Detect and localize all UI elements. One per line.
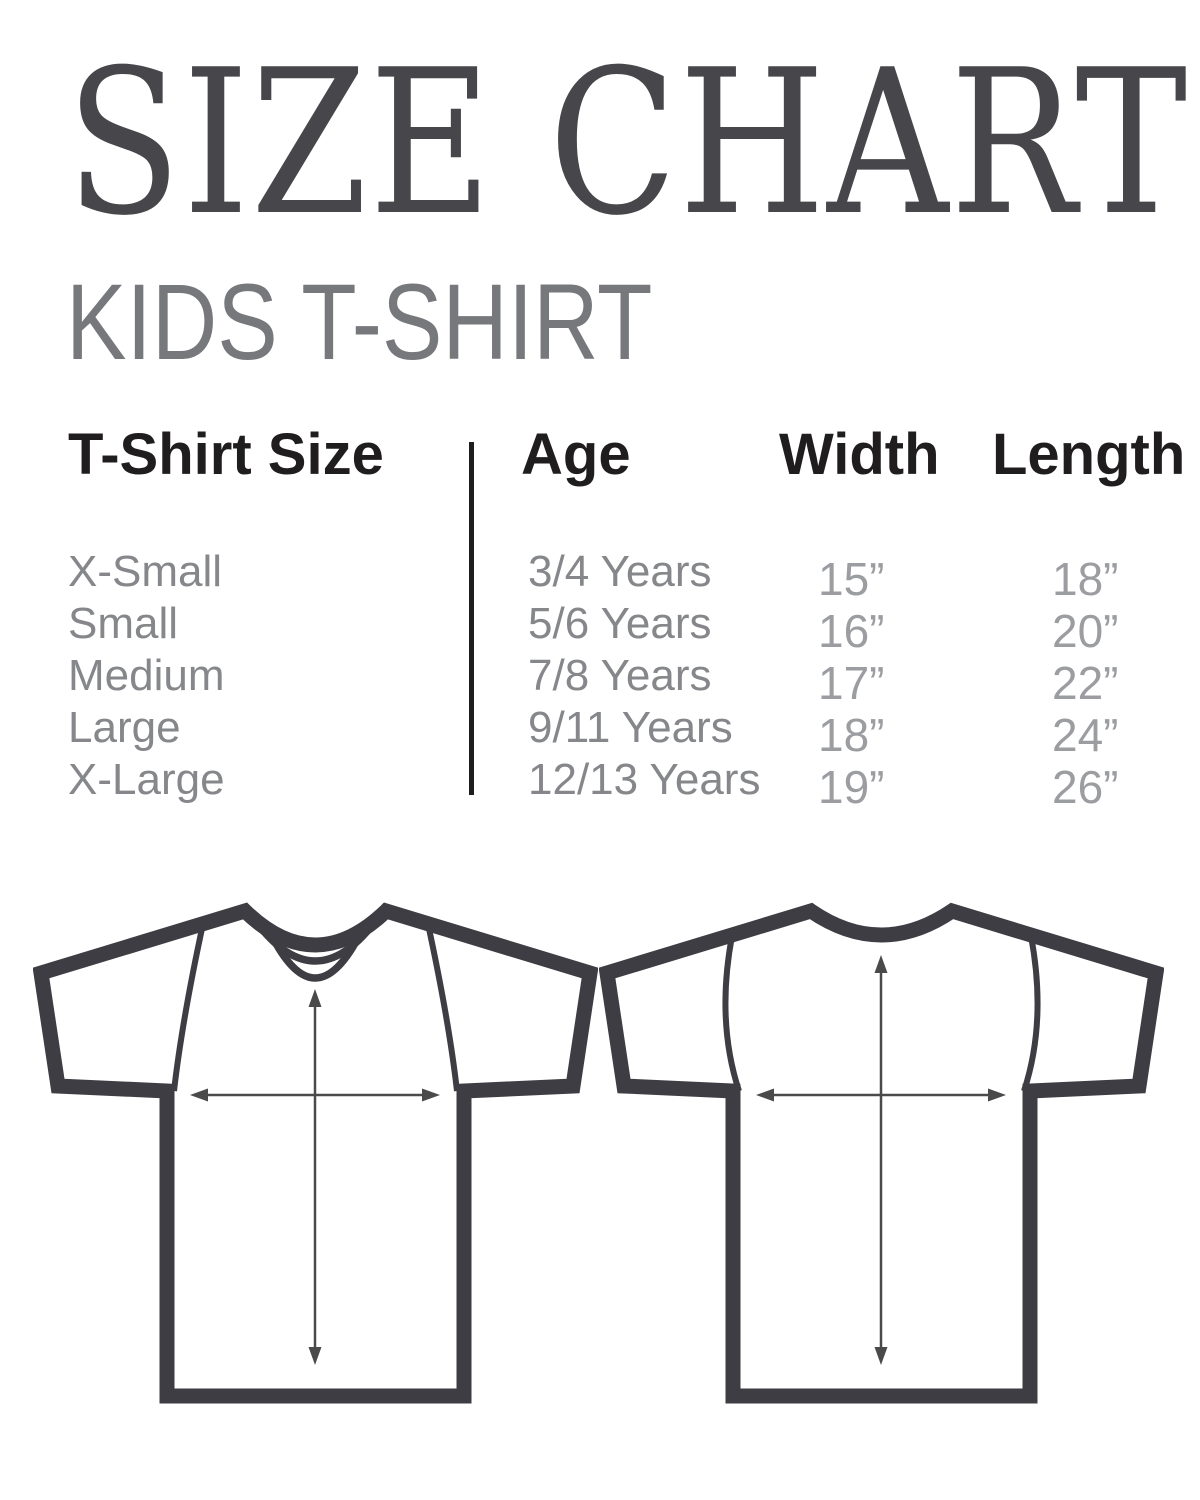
size-label: Large	[68, 703, 181, 752]
table-row: Large 9/11 Years 18” 24”	[0, 703, 1200, 760]
size-label: Medium	[68, 651, 225, 700]
width-value: 15”	[818, 553, 885, 605]
back-armhole-seams	[722, 935, 1041, 1092]
column-header-width: Width	[779, 422, 940, 487]
chest-width-arrow	[190, 1088, 440, 1102]
column-header-size: T-Shirt Size	[68, 422, 384, 487]
length-value: 20”	[1052, 605, 1119, 657]
collar-ribbing	[254, 920, 377, 982]
page-title: SIZE CHART	[66, 27, 1190, 260]
table-divider	[469, 442, 474, 795]
front-armhole-seams	[171, 923, 460, 1092]
age-value: 9/11 Years	[528, 703, 733, 752]
body-length-arrow	[308, 989, 322, 1365]
size-label: X-Small	[68, 547, 223, 596]
length-value: 18”	[1052, 553, 1119, 605]
length-value: 24”	[1052, 709, 1119, 761]
age-value: 7/8 Years	[528, 651, 712, 700]
age-value: 3/4 Years	[528, 547, 712, 596]
table-row: X-Small 3/4 Years 15” 18”	[0, 547, 1200, 604]
width-value: 17”	[818, 657, 885, 709]
age-value: 5/6 Years	[528, 599, 712, 648]
tshirt-front-diagram	[33, 902, 598, 1404]
chest-width-arrow	[756, 1088, 1006, 1102]
length-value: 22”	[1052, 657, 1119, 709]
column-header-age: Age	[521, 422, 631, 487]
column-header-length: Length	[992, 422, 1186, 487]
table-row: Medium 7/8 Years 17” 22”	[0, 651, 1200, 708]
size-label: X-Large	[68, 755, 225, 804]
width-value: 18”	[818, 709, 885, 761]
width-value: 19”	[818, 761, 885, 813]
size-label: Small	[68, 599, 179, 648]
body-length-arrow	[874, 955, 888, 1365]
table-row: X-Large 12/13 Years 19” 26”	[0, 755, 1200, 812]
width-value: 16”	[818, 605, 885, 657]
table-row: Small 5/6 Years 16” 20”	[0, 599, 1200, 656]
tshirt-back-diagram	[599, 902, 1164, 1404]
page-subtitle: KIDS T-SHIRT	[66, 261, 653, 382]
length-value: 26”	[1052, 761, 1119, 813]
age-value: 12/13 Years	[528, 755, 761, 804]
